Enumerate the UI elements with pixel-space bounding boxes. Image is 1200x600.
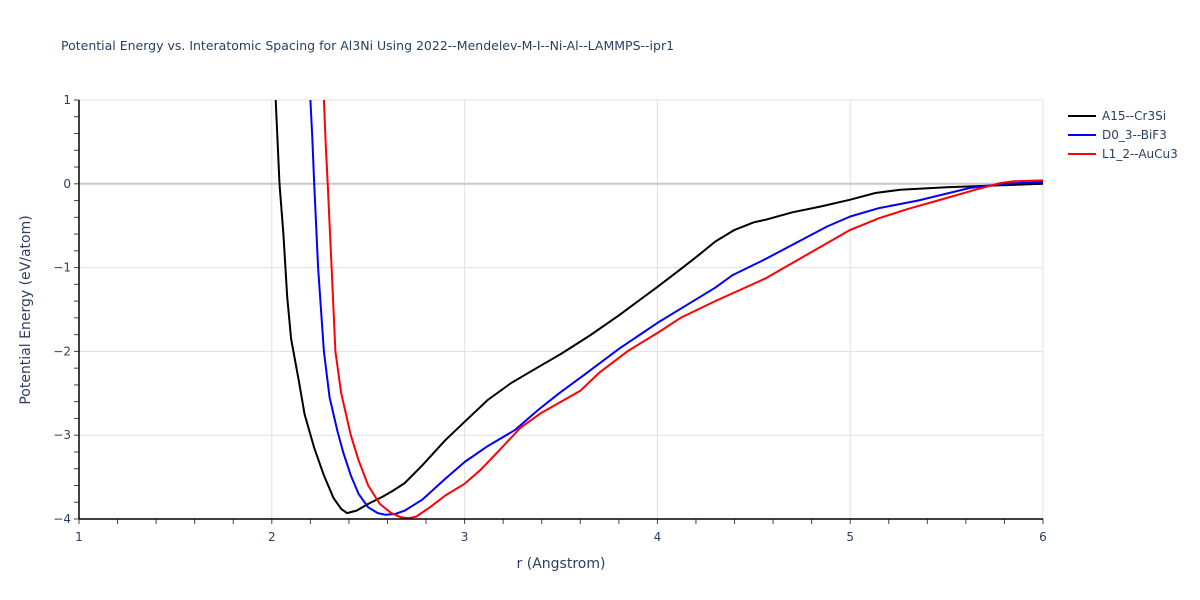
y-tick-label: −3	[53, 428, 71, 442]
trace-a15-cr3si	[274, 100, 1044, 515]
y-axis-ticks: 1 0 −1 −2 −3 −4	[53, 93, 71, 526]
legend-item[interactable]: A15--Cr3Si	[1068, 106, 1178, 125]
legend-line-icon	[1068, 114, 1096, 117]
trace-l1-2-aucu3	[322, 100, 1044, 520]
x-tick-label: 3	[461, 530, 469, 544]
legend-label: D0_3--BiF3	[1102, 127, 1167, 142]
x-tick-label: 4	[654, 530, 662, 544]
x-tick-label: 2	[268, 530, 276, 544]
chart-title: Potential Energy vs. Interatomic Spacing…	[61, 38, 675, 53]
y-tick-label: −1	[53, 261, 71, 275]
axes	[74, 99, 1044, 524]
x-axis-ticks: 1 2 3 4 5 6	[75, 530, 1047, 544]
y-tick-label: 1	[63, 93, 71, 107]
legend-line-icon	[1068, 152, 1096, 155]
legend-line-icon	[1068, 133, 1096, 136]
legend-item[interactable]: L1_2--AuCu3	[1068, 144, 1178, 163]
x-tick-label: 1	[75, 530, 83, 544]
legend-item[interactable]: D0_3--BiF3	[1068, 125, 1178, 144]
y-tick-label: −2	[53, 344, 71, 358]
data-traces	[274, 100, 1044, 520]
legend-label: L1_2--AuCu3	[1102, 146, 1178, 161]
gridlines	[79, 99, 1044, 519]
y-tick-label: −4	[53, 512, 71, 526]
legend-label: A15--Cr3Si	[1102, 108, 1167, 123]
legend: A15--Cr3Si D0_3--BiF3 L1_2--AuCu3	[1068, 106, 1178, 163]
trace-d0-3-bif3	[309, 100, 1044, 516]
x-tick-label: 6	[1039, 530, 1047, 544]
x-tick-label: 5	[846, 530, 854, 544]
y-tick-label: 0	[63, 177, 71, 191]
y-axis-title: Potential Energy (eV/atom)	[18, 215, 34, 404]
x-axis-title: r (Angstrom)	[517, 556, 606, 572]
